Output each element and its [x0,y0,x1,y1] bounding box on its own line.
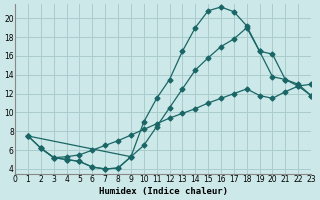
X-axis label: Humidex (Indice chaleur): Humidex (Indice chaleur) [99,187,228,196]
